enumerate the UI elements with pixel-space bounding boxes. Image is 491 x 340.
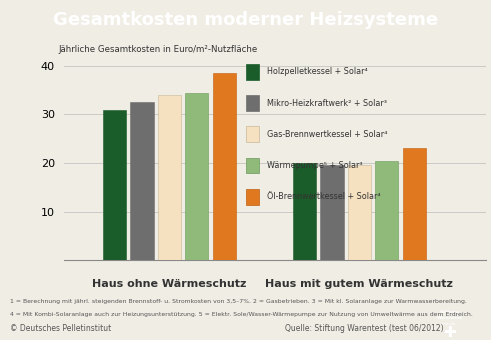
Bar (131, 102, 154, 260)
Bar (293, 163, 316, 260)
Text: Holzpelletkessel + Solar⁴: Holzpelletkessel + Solar⁴ (267, 67, 368, 76)
Bar (246, 126, 259, 142)
Bar (185, 92, 208, 260)
Text: Öl-Brennwertkessel + Solar⁴: Öl-Brennwertkessel + Solar⁴ (267, 192, 381, 201)
Text: Wärmepumpe⁵ + Solar³: Wärmepumpe⁵ + Solar³ (267, 161, 363, 170)
Text: Jährliche Gesamtkosten in Euro/m²-Nutzfläche: Jährliche Gesamtkosten in Euro/m²-Nutzfl… (59, 46, 258, 54)
Bar (403, 148, 426, 260)
Bar (158, 95, 181, 260)
Text: ✚: ✚ (443, 324, 456, 340)
Text: Warentest: Warentest (436, 316, 462, 320)
Text: © Deutsches Pelletinstitut: © Deutsches Pelletinstitut (10, 324, 111, 333)
Bar (375, 160, 398, 260)
Bar (213, 73, 236, 260)
Text: 4 = Mit Kombi-Solaranlage auch zur Heizungsunterstützung. 5 = Elektr. Sole/Wasse: 4 = Mit Kombi-Solaranlage auch zur Heizu… (10, 312, 473, 317)
Bar (348, 165, 371, 260)
Bar (321, 165, 344, 260)
Bar (246, 95, 259, 111)
Text: Haus ohne Wärmeschutz: Haus ohne Wärmeschutz (92, 279, 246, 289)
Bar (246, 158, 259, 173)
Text: 1 = Berechnung mit jährl. steigenden Brennstoff- u. Stromkosten von 3,5–7%. 2 = : 1 = Berechnung mit jährl. steigenden Bre… (10, 299, 466, 304)
Bar (246, 189, 259, 205)
Text: Quelle: Stiftung Warentest (test 06/2012): Quelle: Stiftung Warentest (test 06/2012… (285, 324, 443, 333)
Text: test.de: test.de (442, 322, 457, 326)
Bar (103, 109, 126, 260)
Text: Haus mit gutem Wärmeschutz: Haus mit gutem Wärmeschutz (266, 279, 453, 289)
Text: Gesamtkosten moderner Heizsysteme: Gesamtkosten moderner Heizsysteme (53, 11, 438, 29)
Text: Mikro-Heizkraftwerk² + Solar³: Mikro-Heizkraftwerk² + Solar³ (267, 99, 387, 107)
Text: Gas-Brennwertkessel + Solar⁴: Gas-Brennwertkessel + Solar⁴ (267, 130, 387, 139)
Text: Stiftung: Stiftung (439, 309, 459, 313)
Bar (246, 64, 259, 80)
